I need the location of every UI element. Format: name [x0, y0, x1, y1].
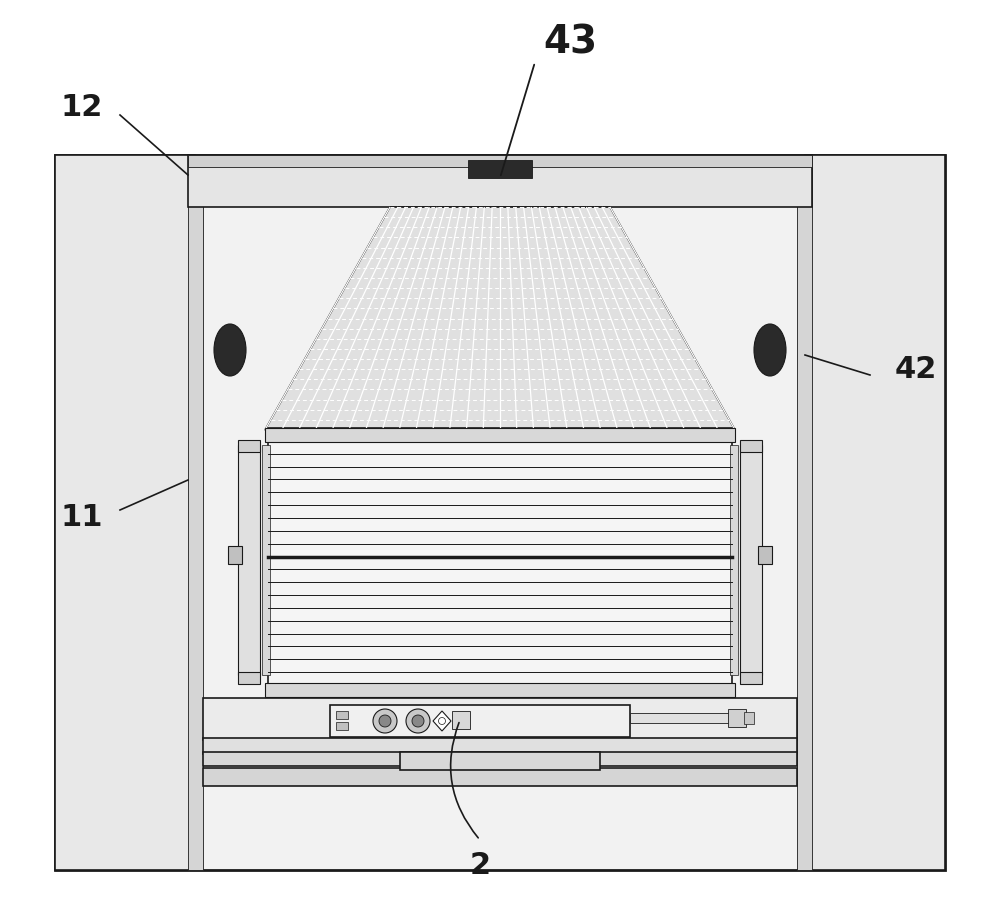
Text: 43: 43: [543, 23, 597, 61]
Ellipse shape: [214, 324, 246, 376]
Circle shape: [373, 709, 397, 733]
Polygon shape: [265, 207, 735, 430]
Bar: [238, 445, 260, 675]
Bar: [55, 155, 195, 870]
Bar: [188, 155, 812, 167]
Bar: [238, 440, 260, 452]
Circle shape: [406, 709, 430, 733]
Bar: [336, 722, 348, 730]
Bar: [203, 752, 797, 766]
Bar: [188, 155, 203, 870]
Circle shape: [412, 715, 424, 727]
Bar: [265, 683, 735, 697]
Bar: [203, 698, 797, 740]
Bar: [630, 713, 730, 723]
Text: 2: 2: [469, 851, 491, 880]
Bar: [400, 752, 600, 770]
Polygon shape: [433, 711, 451, 731]
Bar: [730, 445, 738, 675]
Bar: [805, 155, 945, 870]
Bar: [203, 738, 797, 754]
Bar: [758, 546, 772, 564]
Bar: [336, 711, 348, 719]
Bar: [55, 155, 945, 870]
Bar: [203, 768, 797, 786]
Bar: [740, 445, 762, 675]
Text: 12: 12: [61, 93, 103, 122]
Bar: [744, 712, 754, 724]
Bar: [797, 155, 812, 870]
Bar: [740, 672, 762, 684]
Ellipse shape: [754, 324, 786, 376]
Bar: [330, 705, 630, 737]
Text: 42: 42: [895, 356, 937, 385]
Text: 11: 11: [61, 503, 103, 532]
Bar: [238, 672, 260, 684]
Bar: [188, 155, 812, 207]
Circle shape: [438, 717, 446, 725]
Bar: [728, 709, 746, 727]
Bar: [740, 440, 762, 452]
Bar: [268, 428, 732, 685]
Bar: [468, 160, 532, 178]
Bar: [265, 428, 735, 442]
Bar: [228, 546, 242, 564]
Bar: [452, 711, 470, 729]
Circle shape: [379, 715, 391, 727]
Bar: [262, 445, 270, 675]
